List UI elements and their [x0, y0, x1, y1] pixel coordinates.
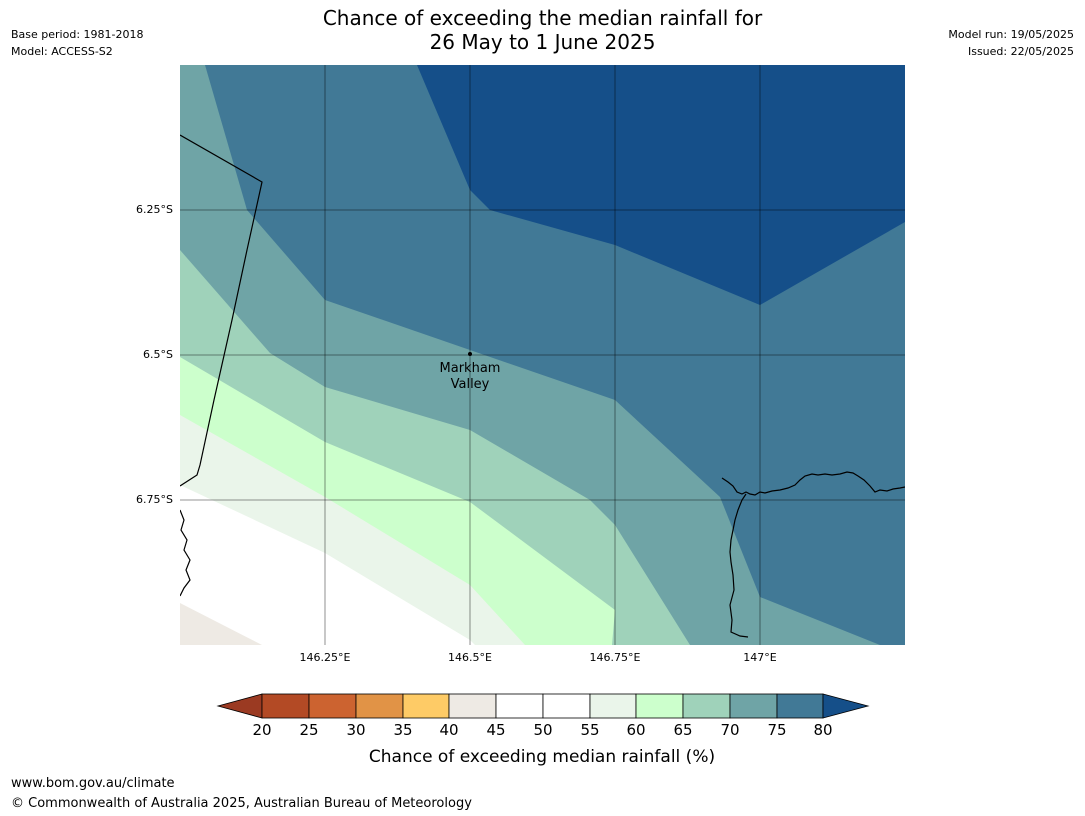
- colorbar-tick: 70: [720, 721, 739, 739]
- colorbar-cell: [589, 693, 637, 719]
- colorbar-tick: 80: [813, 721, 832, 739]
- colorbar-tick: 50: [533, 721, 552, 739]
- map-gridlines: [180, 65, 905, 645]
- colorbar-cell: [635, 693, 684, 719]
- colorbar-cell: [448, 693, 497, 719]
- colorbar-cell: [542, 693, 591, 719]
- colorbar-extend-high: [822, 693, 870, 719]
- colorbar-tick-labels: 20 25 30 35 40 45 50 55 60 65 70 75 80: [252, 721, 832, 739]
- lon-label: 146.75°E: [590, 651, 641, 664]
- place-marker-markham-valley: Markham Valley: [440, 352, 501, 392]
- place-label-line1: Markham: [440, 361, 501, 376]
- lat-label: 6.25°S: [136, 203, 173, 216]
- colorbar-tick: 30: [346, 721, 365, 739]
- province-boundary: [180, 134, 263, 487]
- colorbar-cell: [261, 693, 310, 719]
- colorbar-tick: 35: [393, 721, 412, 739]
- colorbar-tick: 60: [626, 721, 645, 739]
- colorbar-cells: [261, 693, 824, 719]
- meta-right: Model run: 19/05/2025 Issued: 22/05/2025: [948, 26, 1074, 60]
- model-text: Model: ACCESS-S2: [11, 45, 113, 58]
- lon-label: 146.5°E: [448, 651, 492, 664]
- colorbar-tick: 25: [299, 721, 318, 739]
- colorbar-extend-low: [216, 693, 263, 719]
- model-run-text: Model run: 19/05/2025: [948, 28, 1074, 41]
- colorbar-cell: [355, 693, 404, 719]
- footer-copyright: © Commonwealth of Australia 2025, Austra…: [11, 796, 472, 811]
- colorbar-cell: [308, 693, 357, 719]
- map-title: Chance of exceeding the median rainfall …: [0, 6, 1085, 54]
- lat-label: 6.5°S: [143, 348, 173, 361]
- lat-axis-labels: 6.25°S 6.5°S 6.75°S: [136, 203, 173, 506]
- map-title-line1: Chance of exceeding the median rainfall …: [322, 6, 763, 30]
- colorbar: 20 25 30 35 40 45 50 55 60 65 70 75 80 C…: [216, 693, 870, 767]
- colorbar-cell: [776, 693, 824, 719]
- colorbar-tick: 75: [767, 721, 786, 739]
- colorbar-tick: 40: [439, 721, 458, 739]
- map-title-line2: 26 May to 1 June 2025: [429, 30, 656, 54]
- place-label-line2: Valley: [451, 377, 490, 392]
- coastline-west: [180, 509, 191, 597]
- lon-label: 146.25°E: [300, 651, 351, 664]
- lat-label: 6.75°S: [136, 493, 173, 506]
- meta-left: Base period: 1981-2018 Model: ACCESS-S2: [11, 26, 143, 60]
- place-dot: [468, 352, 472, 356]
- colorbar-tick: 65: [673, 721, 692, 739]
- contour-above-80: [417, 65, 905, 305]
- colorbar-title: Chance of exceeding median rainfall (%): [369, 747, 715, 767]
- boundaries: [180, 134, 905, 638]
- lon-axis-labels: 146.25°E 146.5°E 146.75°E 147°E: [300, 651, 777, 664]
- colorbar-cell: [402, 693, 450, 719]
- coastline-gulf: [721, 471, 905, 496]
- colorbar-cell: [495, 693, 544, 719]
- lon-label: 147°E: [743, 651, 776, 664]
- colorbar-cell: [729, 693, 778, 719]
- footer-url[interactable]: www.bom.gov.au/climate: [11, 776, 175, 791]
- colorbar-cell: [682, 693, 731, 719]
- issued-text: Issued: 22/05/2025: [967, 45, 1074, 58]
- colorbar-tick: 55: [580, 721, 599, 739]
- base-period-text: Base period: 1981-2018: [11, 28, 144, 41]
- colorbar-tick: 45: [486, 721, 505, 739]
- colorbar-tick: 20: [252, 721, 271, 739]
- coastline-river: [729, 493, 749, 638]
